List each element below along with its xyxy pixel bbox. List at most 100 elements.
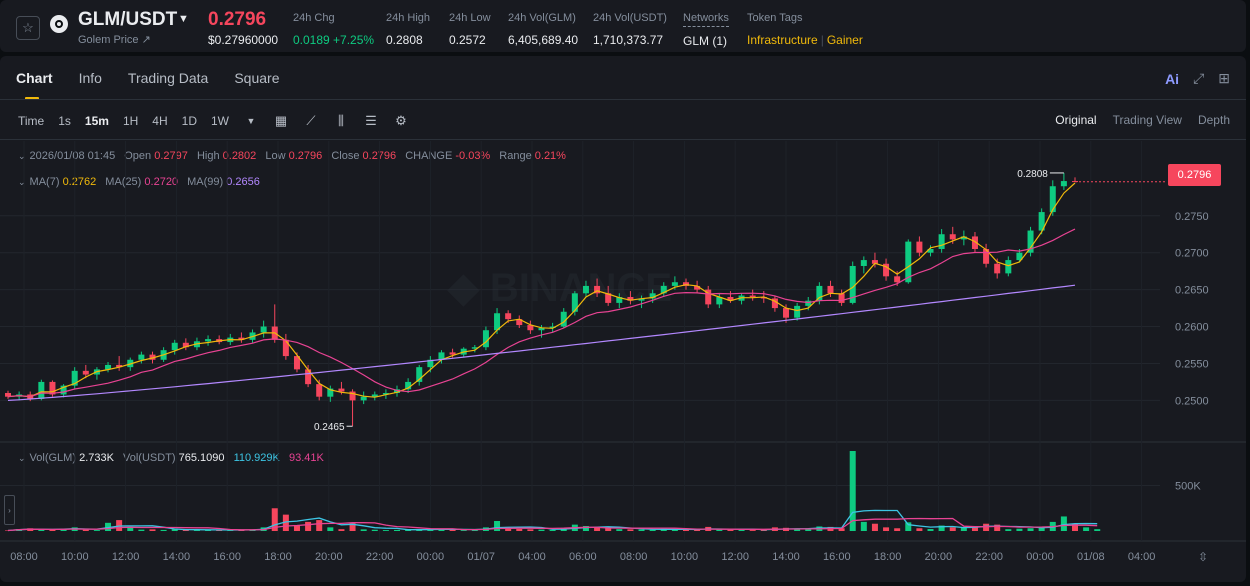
candle-body <box>427 359 434 368</box>
view-depth[interactable]: Depth <box>1197 113 1230 127</box>
x-axis-label: 01/07 <box>467 551 495 563</box>
candle-body <box>760 297 767 299</box>
chart-tabs: Chart Info Trading Data Square <box>16 70 306 100</box>
interval-1d[interactable]: 1D <box>181 114 197 128</box>
candle-body <box>616 297 623 303</box>
tab-trading-data[interactable]: Trading Data <box>127 70 209 86</box>
tab-chart[interactable]: Chart <box>16 70 53 100</box>
volume-bar <box>727 529 734 531</box>
layout-grid-icon[interactable]: ⊞ <box>1218 70 1230 86</box>
tag-infrastructure[interactable]: Infrastructure <box>747 33 818 47</box>
indicator-chart-icon[interactable]: ⟋ <box>306 113 316 128</box>
interval-1w[interactable]: 1W <box>210 114 229 128</box>
candle-body <box>82 370 89 375</box>
stat-networks[interactable]: Networks GLM (1) <box>683 12 729 48</box>
x-axis-label: 10:00 <box>61 551 89 563</box>
stat-24h-vol-glm: 24h Vol(GLM) 6,405,689.40 <box>508 12 578 47</box>
x-axis-label: 18:00 <box>264 551 292 563</box>
time-label[interactable]: Time <box>18 114 45 128</box>
ai-icon[interactable]: Ai <box>1165 70 1180 87</box>
candle-body <box>538 328 545 331</box>
volume-bar <box>894 528 901 531</box>
interval-dropdown-icon[interactable]: ▼ <box>246 116 256 126</box>
collapse-handle-icon[interactable]: › <box>4 495 15 525</box>
stat-24h-high: 24h High 0.2808 <box>386 12 430 47</box>
volume-bar <box>694 529 701 531</box>
candle-body <box>605 293 612 303</box>
ma7-value: 0.2762 <box>62 176 97 188</box>
candle-body <box>938 234 945 249</box>
candle-type-icon[interactable]: ⫼ <box>337 113 344 128</box>
x-axis-label: 20:00 <box>315 551 343 563</box>
stat-value: 1,710,373.77 <box>593 33 664 47</box>
volume-bar <box>449 529 456 531</box>
volume-bar <box>960 527 967 531</box>
settings-gear-icon[interactable]: ⚙ <box>395 113 407 128</box>
tag-gainer[interactable]: Gainer <box>826 33 863 47</box>
x-axis-label: 08:00 <box>10 551 38 563</box>
volume-bar <box>582 526 589 531</box>
volume-bar <box>794 529 801 531</box>
candle-body <box>49 381 56 395</box>
x-axis-label: 22:00 <box>975 551 1003 563</box>
interval-4h[interactable]: 4H <box>152 114 168 128</box>
expand-icon[interactable]: ⤢ <box>1193 70 1205 86</box>
volume-bar <box>38 529 45 531</box>
volume-bar <box>1060 516 1067 531</box>
volume-bar <box>971 526 978 531</box>
calendar-icon[interactable]: ▦ <box>274 113 288 128</box>
volume-bar <box>505 528 512 531</box>
ma-legend: ⌄ MA(7) 0.2762 MA(25) 0.2720 MA(99) 0.265… <box>18 176 260 188</box>
candle-body <box>994 263 1001 274</box>
volume-bar <box>905 522 912 531</box>
volume-bar <box>371 529 378 531</box>
tab-square[interactable]: Square <box>234 70 280 86</box>
coin-price-link[interactable]: Golem Price ↗ <box>78 34 151 46</box>
view-original[interactable]: Original <box>1055 113 1097 127</box>
tab-info[interactable]: Info <box>78 70 102 86</box>
ma-legend-collapse-icon[interactable]: ⌄ <box>18 177 26 187</box>
candle-body <box>316 384 323 397</box>
volume-bar <box>616 529 623 531</box>
legend-collapse-icon[interactable]: ⌄ <box>18 151 26 161</box>
fit-scale-icon[interactable]: ⇳ <box>1198 550 1209 564</box>
volume-bar <box>327 527 334 531</box>
pair-symbol[interactable]: GLM/USDT <box>78 9 178 30</box>
stat-label: Networks <box>683 12 729 27</box>
view-trading-view[interactable]: Trading View <box>1112 113 1182 127</box>
last-price: 0.2796 <box>208 9 267 30</box>
stat-24h-vol-usdt: 24h Vol(USDT) 1,710,373.77 <box>593 12 667 47</box>
y-axis-label: 0.2500 <box>1175 395 1209 407</box>
vol-legend-collapse-icon[interactable]: ⌄ <box>18 453 26 463</box>
y-axis-label: 0.2750 <box>1175 211 1209 223</box>
volume-bar <box>538 529 545 531</box>
interval-15m[interactable]: 15m <box>84 114 109 128</box>
pair-dropdown-caret-icon[interactable]: ▼ <box>178 13 189 25</box>
indicator-settings-icon[interactable]: ☰ <box>365 113 377 128</box>
candle-body <box>105 364 112 370</box>
volume-bar <box>949 527 956 531</box>
candlestick-chart[interactable]: 0.2750 0.2700 0.2650 0.2600 0.2550 0.2500 500K… <box>0 141 1246 581</box>
x-axis-label: 04:00 <box>1128 551 1156 563</box>
volume-bar <box>738 529 745 531</box>
favorite-star-icon[interactable]: ☆ <box>16 16 40 40</box>
interval-1h[interactable]: 1H <box>122 114 139 128</box>
ma7-label: MA(7) <box>29 176 60 188</box>
y-axis-label: 0.2700 <box>1175 248 1209 260</box>
candle-body <box>960 236 967 240</box>
candle-body <box>382 393 389 395</box>
x-axis-label: 12:00 <box>112 551 140 563</box>
stat-label: Token Tags <box>747 12 803 24</box>
candle-body <box>182 342 189 348</box>
candle-body <box>905 241 912 283</box>
volume-bar <box>5 530 11 531</box>
x-axis-label: 18:00 <box>874 551 902 563</box>
candle-body <box>849 265 856 303</box>
legend-datetime: 2026/01/08 01:45 <box>29 150 116 162</box>
candle-body <box>5 393 11 397</box>
candle-body <box>871 260 878 264</box>
candle-body <box>805 300 812 306</box>
candle-body <box>1005 260 1012 274</box>
interval-1s[interactable]: 1s <box>58 114 71 128</box>
